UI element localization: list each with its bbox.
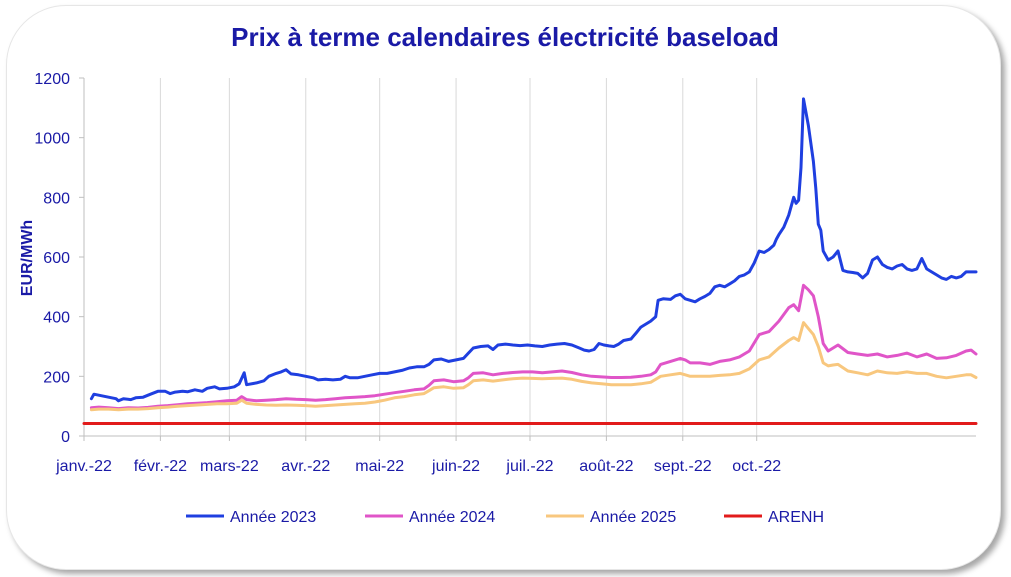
axes: janv.-22 févr.-22 mars-22 avr.-22 mai-22 juin… [34, 71, 976, 475]
y-axis-label: EUR/MWh [19, 220, 36, 296]
y-tick-label: 1000 [34, 131, 70, 148]
y-tick-label: 600 [43, 250, 70, 267]
x-tick-label: févr.-22 [134, 458, 187, 475]
legend-label: ARENH [768, 509, 824, 526]
x-tick-label: janv.-22 [55, 458, 112, 475]
x-tick-label: juil.-22 [505, 458, 553, 475]
x-tick-label: mai-22 [355, 458, 404, 475]
y-tick-label: 800 [43, 190, 70, 207]
chart-title: Prix à terme calendaires électricité bas… [231, 22, 779, 52]
legend-label: Année 2023 [230, 509, 316, 526]
legend-label: Année 2024 [409, 509, 495, 526]
y-tick-label: 200 [43, 369, 70, 386]
chart-card [6, 5, 1001, 570]
y-tick-label: 1200 [34, 71, 70, 88]
x-tick-label: avr.-22 [281, 458, 330, 475]
legend: Année 2023 Année 2024 Année 2025 ARENH [186, 509, 824, 526]
x-tick-label: sept.-22 [654, 458, 712, 475]
x-tick-label: août-22 [579, 458, 633, 475]
series-line-ann-e-2023 [89, 97, 978, 403]
x-tick-label: juin-22 [431, 458, 480, 475]
series-lines [82, 97, 978, 425]
x-tick-label: mars-22 [200, 458, 259, 475]
x-tick-label: oct.-22 [732, 458, 781, 475]
y-tick-label: 0 [61, 429, 70, 446]
series-line-ann-e-2025 [89, 321, 978, 412]
legend-label: Année 2025 [590, 509, 676, 526]
series-line-ann-e-2024 [89, 283, 978, 411]
y-tick-label: 400 [43, 310, 70, 327]
